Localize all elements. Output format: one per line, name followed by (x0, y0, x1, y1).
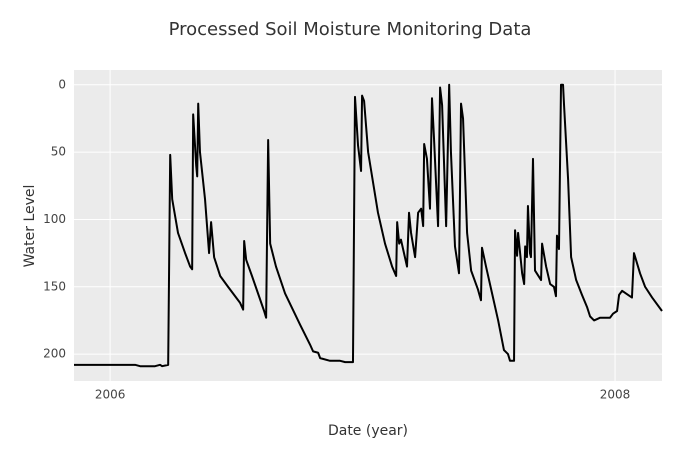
plot-background (74, 70, 662, 381)
x-tick-label: 2008 (600, 388, 631, 402)
y-tick-label: 200 (43, 347, 66, 361)
y-axis-title: Water Level (22, 185, 38, 268)
y-tick-label: 100 (43, 212, 66, 226)
data-line (74, 83, 663, 368)
x-axis-title: Date (year) (328, 423, 408, 439)
y-tick-label: 0 (58, 77, 66, 91)
y-tick-label: 150 (43, 279, 66, 293)
chart-title: Processed Soil Moisture Monitoring Data (169, 19, 532, 40)
x-tick-label: 2006 (95, 388, 126, 402)
y-tick-label: 50 (51, 145, 66, 159)
